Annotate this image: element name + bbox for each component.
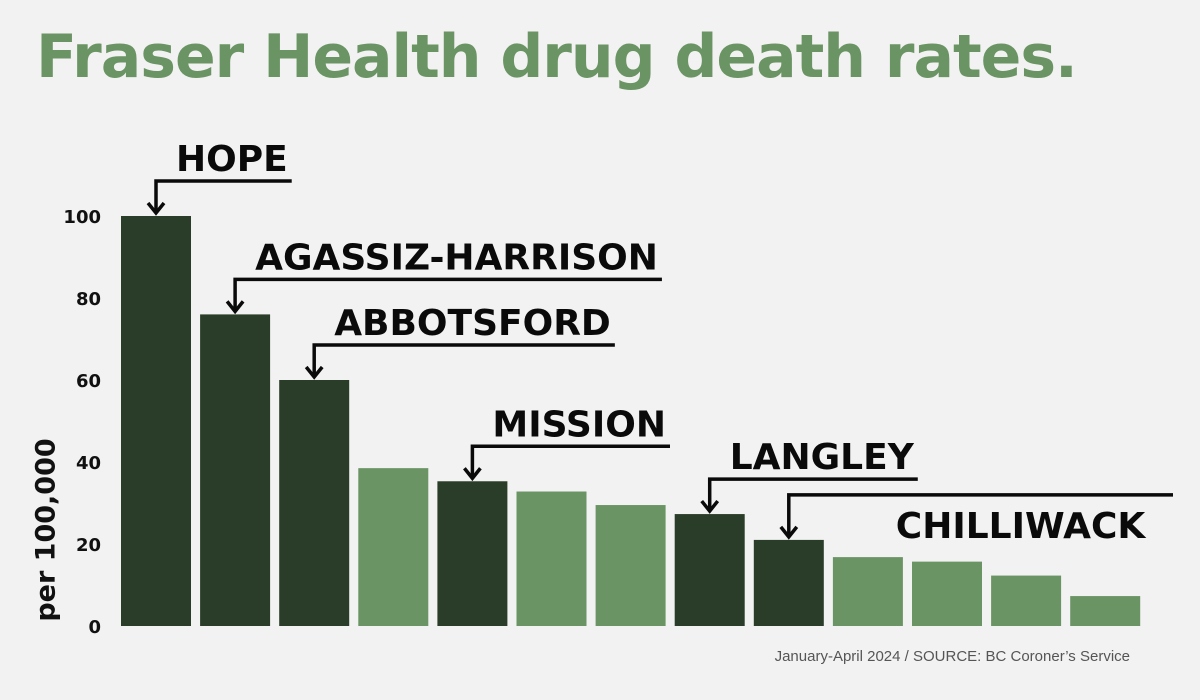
bar	[437, 481, 508, 626]
bar	[991, 575, 1062, 626]
bar	[595, 505, 666, 626]
y-tick-label: 100	[63, 207, 101, 228]
bar	[912, 561, 982, 626]
arrow-head	[304, 365, 324, 380]
bar	[200, 314, 271, 626]
annotation-label: ABBOTSFORD	[334, 303, 611, 344]
y-tick-label: 40	[76, 453, 101, 474]
bar	[832, 557, 903, 626]
y-tick-label: 20	[76, 535, 101, 556]
bar	[516, 491, 587, 626]
annotation-label: LANGLEY	[730, 437, 915, 478]
y-tick-label: 80	[76, 289, 101, 310]
annotation-label: MISSION	[492, 404, 666, 445]
annotation-langley: LANGLEY	[700, 437, 918, 514]
bar	[121, 216, 191, 626]
bar	[279, 380, 350, 626]
arrow-head	[700, 499, 720, 514]
bars	[121, 216, 1141, 626]
arrow-head	[779, 525, 799, 540]
y-tick-label: 60	[76, 371, 101, 392]
arrow-head	[225, 300, 245, 315]
annotation-label: CHILLIWACK	[896, 506, 1147, 547]
chart-title: Fraser Health drug death rates.	[36, 22, 1078, 92]
callout-line	[312, 343, 615, 377]
callout-line	[470, 444, 670, 479]
annotations: HOPE AGASSIZ-HARRISON ABBOTSFORD MISSION LAN…	[146, 139, 1173, 547]
arrow-head	[463, 467, 482, 482]
y-tick-label: 0	[88, 617, 101, 638]
annotation-label: AGASSIZ-HARRISON	[255, 237, 658, 278]
callout-line	[787, 493, 1173, 537]
callout-line	[707, 477, 918, 512]
bar	[674, 514, 745, 626]
y-axis-label: per 100,000	[30, 438, 62, 622]
annotation-chilliwack: CHILLIWACK	[779, 493, 1173, 547]
annotation-hope: HOPE	[146, 139, 292, 216]
bar	[753, 539, 824, 626]
annotation-agassiz-harrison: AGASSIZ-HARRISON	[225, 237, 662, 315]
bar	[1070, 596, 1141, 626]
bar	[358, 468, 429, 626]
annotation-abbotsford: ABBOTSFORD	[304, 303, 615, 380]
y-axis-ticks: 0 20 40 60 80 100	[63, 207, 101, 638]
callout-line	[154, 179, 292, 213]
annotation-mission: MISSION	[463, 404, 670, 482]
callout-line	[233, 277, 662, 312]
annotation-label: HOPE	[176, 139, 288, 180]
source-note: January-April 2024 / SOURCE: BC Coroner’…	[774, 648, 1130, 665]
arrow-head	[146, 201, 166, 216]
